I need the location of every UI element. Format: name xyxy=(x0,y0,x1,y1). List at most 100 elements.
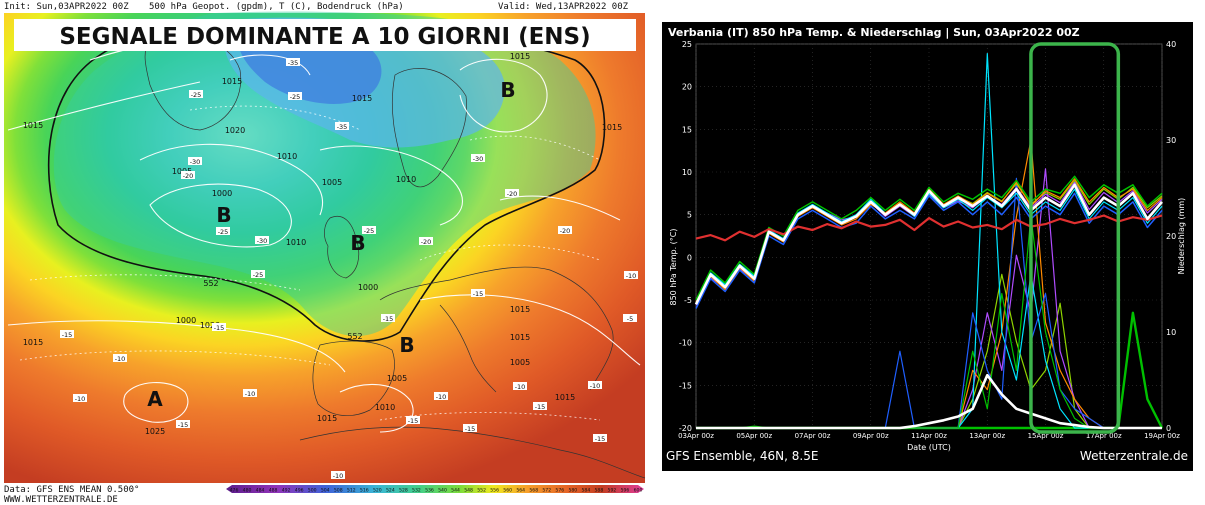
ens-mean-map: Init: Sun,03APR2022 00Z 500 hPa Geopot. … xyxy=(4,2,646,505)
temperature-label-text: -25 xyxy=(364,227,375,235)
temperature-label: -10 xyxy=(243,389,257,398)
color-scale-label: 584 xyxy=(581,488,590,494)
x-tick-label: 09Apr 00z xyxy=(853,432,889,440)
temperature-label: -15 xyxy=(60,330,74,339)
temperature-label-box xyxy=(381,314,395,322)
isobar-label: 552 xyxy=(203,279,218,288)
y2-tick-label: 20 xyxy=(1166,232,1176,241)
temperature-label-text: -10 xyxy=(515,383,526,391)
isobar-label: 1015 xyxy=(23,338,43,347)
pressure-high-a: A xyxy=(147,387,163,411)
temperature-label: -15 xyxy=(212,323,226,332)
color-scale-label: 504 xyxy=(321,488,330,494)
color-scale-label: 536 xyxy=(425,488,434,494)
pressure-low-b: B xyxy=(216,203,231,227)
temperature-label: -10 xyxy=(588,381,602,390)
temperature-label-text: -10 xyxy=(333,472,344,480)
temperature-label-text: -25 xyxy=(191,91,202,99)
temperature-label-box xyxy=(505,189,519,197)
temperature-label-text: -35 xyxy=(288,59,299,67)
temperature-label-box xyxy=(406,416,420,424)
color-scale-label: 512 xyxy=(347,488,356,494)
temperature-label: -10 xyxy=(331,471,345,480)
map-init-label: Init: Sun,03APR2022 00Z xyxy=(4,2,129,12)
temperature-label-box xyxy=(533,402,547,410)
temperature-label-box xyxy=(255,236,269,244)
color-scale-label: 508 xyxy=(334,488,343,494)
temperature-label: -20 xyxy=(419,237,433,246)
temperature-label-text: -15 xyxy=(408,417,419,425)
isobar-label: 1015 xyxy=(352,94,372,103)
map-area xyxy=(4,11,646,483)
y-axis-right-ticks: 40 30 20 10 0 xyxy=(1166,40,1176,433)
color-scale-label: 544 xyxy=(451,488,460,494)
color-scale-label: 560 xyxy=(503,488,512,494)
temperature-label: -35 xyxy=(286,58,300,67)
x-tick-label: 13Apr 00z xyxy=(969,432,1005,440)
temperature-label-text: -10 xyxy=(626,272,637,280)
temperature-label-text: -10 xyxy=(590,382,601,390)
plume-title: Verbania (IT) 850 hPa Temp. & Niederschl… xyxy=(668,26,1080,39)
plume-footer-left: GFS Ensemble, 46N, 8.5E xyxy=(666,449,818,463)
temperature-label: -30 xyxy=(255,236,269,245)
color-scale-label: 524 xyxy=(386,488,395,494)
temperature-label: -15 xyxy=(471,289,485,298)
isobar-label: 1015 xyxy=(222,77,242,86)
isobar-label: 1005 xyxy=(510,358,530,367)
color-scale-label: 548 xyxy=(464,488,473,494)
temp-series-line xyxy=(695,192,1163,309)
temperature-label-text: -20 xyxy=(560,227,571,235)
map-banner: SEGNALE DOMINANTE A 10 GIORNI (ENS) xyxy=(14,19,636,51)
temperature-label-box xyxy=(113,354,127,362)
x-tick-label: 15Apr 00z xyxy=(1028,432,1064,440)
color-scale-label: 492 xyxy=(282,488,291,494)
plume-footer-right: Wetterzentrale.de xyxy=(1080,449,1188,463)
temperature-label-box xyxy=(181,171,195,179)
isobar-label: 1015 xyxy=(510,52,530,61)
temperature-label: -35 xyxy=(335,122,349,131)
temperature-label-text: -30 xyxy=(257,237,268,245)
y-tick-label: -20 xyxy=(679,424,692,433)
pressure-centre-layer: B B B B A xyxy=(147,78,515,411)
temperature-label: -15 xyxy=(533,402,547,411)
isobar-label: 1010 xyxy=(396,175,416,184)
temp-series-line xyxy=(695,178,1163,302)
color-scale-label: 516 xyxy=(360,488,369,494)
temperature-label: -25 xyxy=(216,227,230,236)
color-scale-label: 576 xyxy=(555,488,564,494)
temperature-label-box xyxy=(419,237,433,245)
temperature-label: -15 xyxy=(593,434,607,443)
temperature-label: -10 xyxy=(434,392,448,401)
temperature-label-box xyxy=(335,122,349,130)
isobar-label: 1000 xyxy=(176,316,196,325)
color-scale-label: 568 xyxy=(529,488,538,494)
isobar-label: 1015 xyxy=(23,121,43,130)
pressure-low-b: B xyxy=(399,333,414,357)
temperature-label: -5 xyxy=(623,314,637,323)
color-scale-label: 532 xyxy=(412,488,421,494)
temperature-label-layer: -35 -30 -30 -35 -25 -30 -25 -25 -20 -20 -25 -20 -20 -… xyxy=(60,58,638,480)
coastline-scandinavia xyxy=(391,68,468,188)
temperature-label-text: -15 xyxy=(214,324,225,332)
temperature-label-box xyxy=(251,270,265,278)
x-axis-ticks: 03Apr 00z 05Apr 00z 07Apr 00z 09Apr 00z 11Ap… xyxy=(678,432,1180,440)
map-footer-data: Data: GFS ENS MEAN 0.500° xyxy=(4,485,139,495)
temperature-label-box xyxy=(471,154,485,162)
temperature-label: -10 xyxy=(113,354,127,363)
temperature-label: -15 xyxy=(176,420,190,429)
isobar-label: 1020 xyxy=(200,321,220,330)
temperature-label-text: -30 xyxy=(190,158,201,166)
temperature-label-text: -15 xyxy=(383,315,394,323)
coastline-britain xyxy=(324,215,360,279)
color-scale-label: 476 xyxy=(230,488,239,494)
temperature-label-box xyxy=(243,389,257,397)
temperature-label-text: -10 xyxy=(245,390,256,398)
y-tick-label: 25 xyxy=(682,40,692,49)
color-scale-label: 552 xyxy=(477,488,486,494)
temp-series-line xyxy=(695,188,1163,304)
isobar-label: 1010 xyxy=(375,403,395,412)
y2-tick-label: 10 xyxy=(1166,328,1176,337)
color-scale: 476 480 484 488 492 496 500 504 508 512 516 520 524 5… xyxy=(226,485,644,494)
x-tick-label: 07Apr 00z xyxy=(795,432,831,440)
map-footer-site: WWW.WETTERZENTRALE.DE xyxy=(4,495,118,505)
